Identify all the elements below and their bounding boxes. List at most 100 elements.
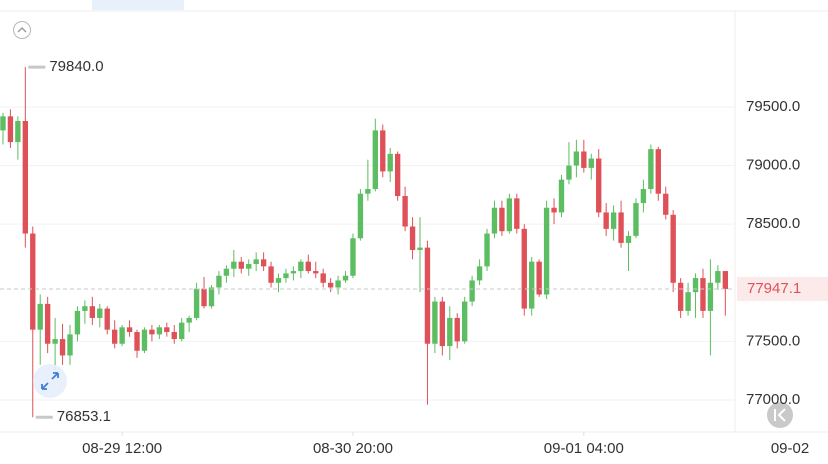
candle-body: [231, 261, 237, 269]
candle-body: [588, 158, 594, 168]
candle-body: [298, 261, 304, 272]
candle-body: [462, 301, 468, 342]
candle-body: [0, 116, 6, 131]
candle-body: [350, 238, 356, 276]
candle-body: [394, 153, 401, 197]
reset-icon: [774, 408, 786, 422]
candle-body: [514, 198, 520, 229]
candle-body: [268, 266, 274, 283]
candle-body: [566, 165, 572, 180]
candle-body: [275, 278, 282, 283]
candle-body: [536, 261, 542, 295]
candle-body: [119, 327, 125, 344]
candle-body: [37, 303, 43, 330]
candle-body: [253, 259, 259, 265]
candle-body: [320, 273, 326, 283]
candle-body: [432, 301, 438, 344]
expand-circle: [33, 364, 67, 398]
candle-body: [164, 327, 170, 333]
candle-body: [402, 196, 408, 227]
candle-body: [201, 288, 207, 307]
candle-body: [89, 306, 96, 318]
candle-body: [685, 292, 691, 311]
candle-body: [327, 282, 334, 288]
candle-body: [342, 275, 349, 281]
candle-body: [112, 329, 118, 344]
expand-icon: [41, 372, 59, 390]
candle-body: [313, 271, 319, 274]
collapse-button[interactable]: [13, 21, 31, 39]
candle-body: [603, 212, 609, 229]
x-tick-label: 08-30 20:00: [313, 440, 393, 457]
candle-body: [335, 280, 341, 288]
candle-body: [149, 329, 155, 335]
candle-body: [223, 268, 230, 276]
x-tick-label: 08-29 12:00: [82, 440, 162, 457]
candle-body: [216, 275, 222, 288]
candle-body: [618, 212, 624, 243]
candle-body: [692, 278, 699, 293]
candle-body: [156, 327, 163, 335]
candle-body: [380, 130, 386, 172]
candle-body: [484, 233, 490, 267]
candle-body: [439, 301, 446, 347]
candle-body: [707, 282, 714, 311]
candle-body: [67, 334, 73, 356]
candle-body: [365, 189, 371, 194]
candle-body: [82, 306, 88, 311]
candle-body: [670, 214, 676, 283]
candle-body: [283, 273, 289, 279]
candle-body: [179, 322, 185, 340]
candle-body: [104, 308, 110, 330]
candle-body: [476, 266, 483, 281]
candle-body: [663, 193, 669, 215]
expand-button[interactable]: [33, 364, 67, 398]
candle-body: [700, 278, 706, 311]
candle-body: [59, 339, 66, 356]
candle-body: [186, 317, 192, 323]
candle-body: [655, 149, 661, 194]
candle-body: [238, 261, 244, 269]
candle-body: [573, 151, 580, 166]
candle-body: [454, 317, 460, 342]
candle-body: [7, 116, 14, 143]
extreme-marker-label: 76853.1: [57, 408, 111, 425]
candle-body: [610, 212, 617, 229]
candle-body: [722, 271, 728, 289]
candle-body: [44, 303, 51, 344]
candle-body: [193, 288, 200, 318]
candle-body: [387, 153, 393, 172]
candle-body: [499, 207, 505, 232]
candle-body: [246, 264, 252, 269]
candle-body: [424, 247, 431, 344]
y-tick-label: 77500.0: [746, 332, 800, 349]
collapse-circle: [13, 21, 31, 39]
candle-body: [134, 332, 140, 351]
candle-body: [529, 261, 535, 309]
candle-body: [521, 228, 527, 309]
y-tick-label: 79500.0: [746, 98, 800, 115]
candle-body: [640, 189, 647, 204]
candle-body: [409, 226, 416, 250]
y-tick-label: 77000.0: [746, 391, 800, 408]
candle-body: [30, 233, 36, 330]
reset-button[interactable]: [767, 402, 793, 428]
candle-body: [74, 310, 81, 335]
candle-body: [208, 287, 215, 307]
candle-body: [543, 207, 550, 295]
collapse-chevron: [17, 27, 27, 33]
candle-body: [260, 259, 267, 267]
active-tab[interactable]: [92, 0, 184, 10]
candle-body: [551, 207, 557, 213]
candle-body: [22, 121, 28, 234]
x-tick-label: 09-02: [771, 440, 809, 457]
last-price-label: 77947.1: [747, 280, 801, 297]
candle-body: [677, 282, 684, 311]
candle-body: [126, 327, 133, 333]
candle-body: [372, 130, 378, 190]
candle-body: [715, 271, 721, 283]
candle-body: [290, 271, 297, 274]
extreme-marker-label: 79840.0: [49, 58, 103, 75]
candle-body: [305, 261, 311, 272]
